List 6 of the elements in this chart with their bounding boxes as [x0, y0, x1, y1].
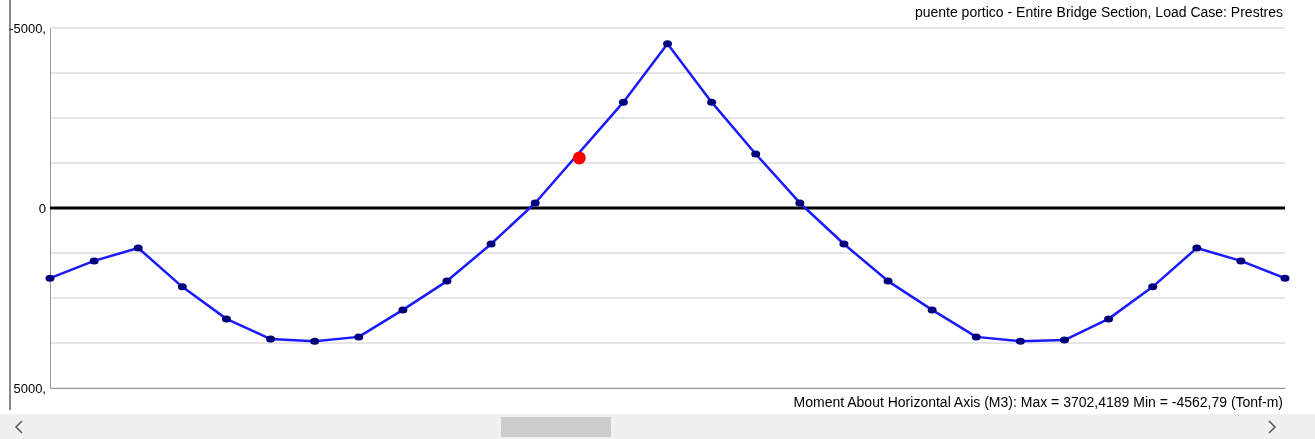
y-tick-label: -5000, [9, 20, 46, 36]
text: Moment About Horizontal Axis (M3): Max = 3702,4189 Min = -4562,79 (Tonf-m) [793, 394, 1283, 410]
y-tick-label: 0 [38, 200, 46, 216]
point [572, 151, 586, 165]
chart-title: puente portico - Entire Bridge Section, Load Case: Prestres [914, 4, 1283, 20]
y-tick-label: 5000, [13, 380, 46, 396]
